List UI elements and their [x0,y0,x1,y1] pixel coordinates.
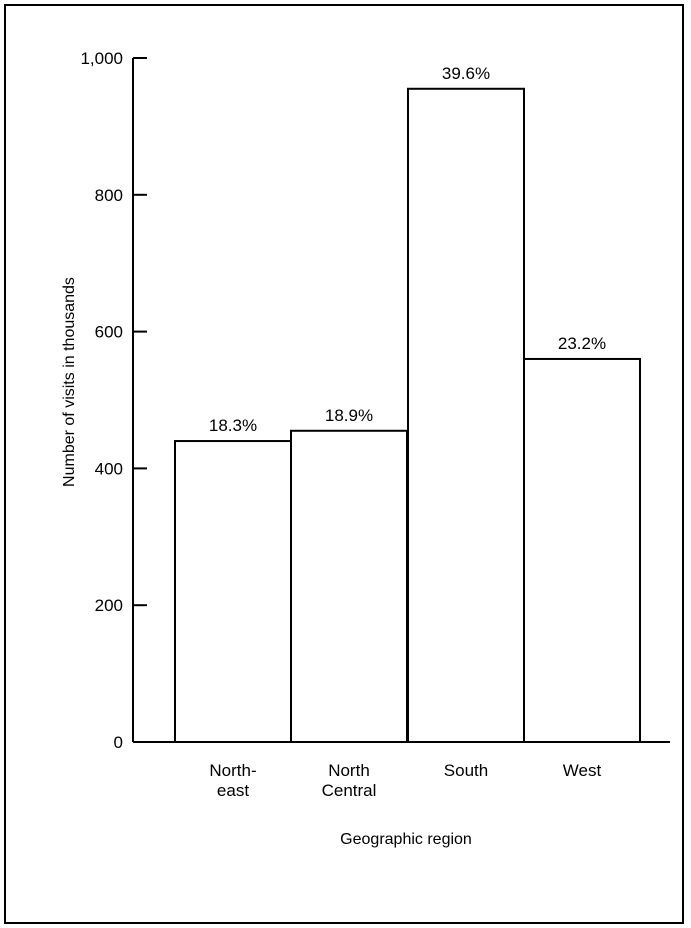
bar [407,87,525,743]
category-label: North- [209,761,256,780]
y-axis: 0 200 400 600 800 1,000 [80,49,670,752]
category-label: Central [322,781,377,800]
data-label: 18.3% [209,416,257,435]
data-label: 18.9% [325,406,373,425]
bar [290,429,408,743]
y-tick-label: 0 [114,733,123,752]
category-label: North [328,761,370,780]
bar [523,357,641,743]
y-tick-label: 800 [95,186,123,205]
data-label: 39.6% [442,64,490,83]
y-tick-label: 1,000 [80,49,123,68]
category-label: east [217,781,249,800]
y-tick-label: 400 [95,459,123,478]
data-label: 23.2% [558,334,606,353]
category-label: West [563,761,602,780]
x-axis-title: Geographic region [340,831,472,848]
y-tick-label: 600 [95,323,123,342]
bar [174,440,292,743]
category-label: South [444,761,488,780]
y-tick-label: 200 [95,596,123,615]
bars-group [174,87,641,743]
y-axis-title: Number of visits in thousands [61,277,78,487]
